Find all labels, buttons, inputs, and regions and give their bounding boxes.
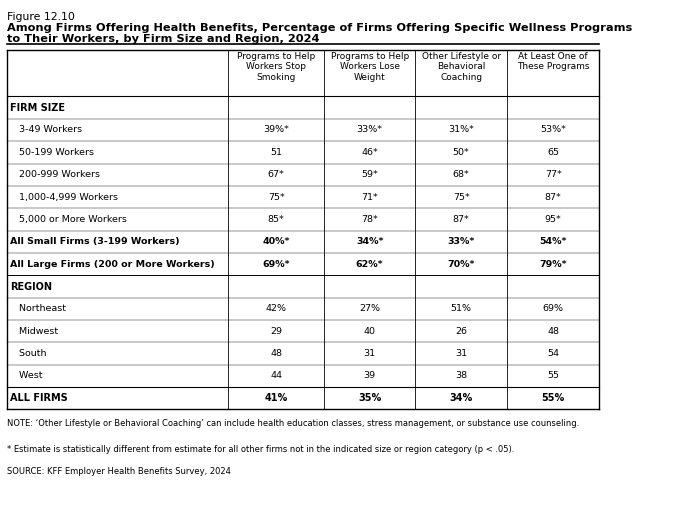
Text: 200-999 Workers: 200-999 Workers [10,170,100,179]
Text: West: West [10,371,43,381]
Text: 5,000 or More Workers: 5,000 or More Workers [10,215,128,224]
Text: 1,000-4,999 Workers: 1,000-4,999 Workers [10,193,118,201]
Text: 55%: 55% [542,393,565,403]
Text: 85*: 85* [268,215,284,224]
Text: 26: 26 [455,327,467,336]
Text: 39%*: 39%* [263,126,289,134]
Text: 50*: 50* [453,148,470,157]
Text: 31%*: 31%* [448,126,474,134]
Text: 40: 40 [364,327,376,336]
Text: 3-49 Workers: 3-49 Workers [10,126,82,134]
Text: 34%: 34% [450,393,473,403]
Text: 70%*: 70%* [447,260,475,269]
Text: All Large Firms (200 or More Workers): All Large Firms (200 or More Workers) [10,260,215,269]
Text: 87*: 87* [453,215,470,224]
Text: 67*: 67* [268,170,284,179]
Text: Among Firms Offering Health Benefits, Percentage of Firms Offering Specific Well: Among Firms Offering Health Benefits, Pe… [8,22,633,33]
Text: REGION: REGION [10,282,52,291]
Text: 27%: 27% [359,305,380,313]
Text: All Small Firms (3-199 Workers): All Small Firms (3-199 Workers) [10,237,180,246]
Text: 71*: 71* [361,193,378,201]
Text: 95*: 95* [545,215,562,224]
Text: 53%*: 53%* [540,126,566,134]
Text: 75*: 75* [453,193,470,201]
Text: 54: 54 [547,349,559,358]
Text: 29: 29 [270,327,282,336]
Text: Other Lifestyle or
Behavioral
Coaching: Other Lifestyle or Behavioral Coaching [422,52,500,81]
Text: 79%*: 79%* [539,260,567,269]
Text: 40%*: 40%* [262,237,290,246]
Text: * Estimate is statistically different from estimate for all other firms not in t: * Estimate is statistically different fr… [8,445,515,454]
Text: ALL FIRMS: ALL FIRMS [10,393,68,403]
Text: 68*: 68* [453,170,470,179]
Text: 35%: 35% [358,393,381,403]
Text: 33%*: 33%* [447,237,475,246]
Text: 39: 39 [364,371,376,381]
Text: Figure 12.10: Figure 12.10 [8,12,75,21]
Text: 33%*: 33%* [357,126,383,134]
Text: 65: 65 [547,148,559,157]
Text: Programs to Help
Workers Stop
Smoking: Programs to Help Workers Stop Smoking [237,52,315,81]
Text: 44: 44 [270,371,282,381]
Text: Northeast: Northeast [10,305,66,313]
Text: Midwest: Midwest [10,327,59,336]
Text: 62%*: 62%* [356,260,383,269]
Text: 77*: 77* [545,170,562,179]
Text: 34%*: 34%* [356,237,383,246]
Text: Programs to Help
Workers Lose
Weight: Programs to Help Workers Lose Weight [330,52,409,81]
Text: 48: 48 [270,349,282,358]
Text: 46*: 46* [361,148,378,157]
Text: 51: 51 [270,148,282,157]
Text: 87*: 87* [545,193,562,201]
Text: FIRM SIZE: FIRM SIZE [10,103,66,112]
Text: 38: 38 [455,371,467,381]
Text: 31: 31 [364,349,376,358]
Text: South: South [10,349,47,358]
Text: 54%*: 54%* [539,237,567,246]
Text: 75*: 75* [268,193,284,201]
Text: NOTE: ‘Other Lifestyle or Behavioral Coaching’ can include health education clas: NOTE: ‘Other Lifestyle or Behavioral Coa… [8,419,580,428]
Text: 78*: 78* [361,215,378,224]
Text: 69%*: 69%* [262,260,290,269]
Text: 69%: 69% [543,305,564,313]
Text: to Their Workers, by Firm Size and Region, 2024: to Their Workers, by Firm Size and Regio… [8,34,320,44]
Text: At Least One of
These Programs: At Least One of These Programs [517,52,590,71]
Text: 48: 48 [547,327,559,336]
Text: 42%: 42% [266,305,286,313]
Text: SOURCE: KFF Employer Health Benefits Survey, 2024: SOURCE: KFF Employer Health Benefits Sur… [8,467,231,476]
Text: 50-199 Workers: 50-199 Workers [10,148,95,157]
Text: 41%: 41% [264,393,288,403]
Text: 31: 31 [455,349,467,358]
Text: 55: 55 [547,371,559,381]
Text: 51%: 51% [451,305,472,313]
Text: 59*: 59* [361,170,378,179]
